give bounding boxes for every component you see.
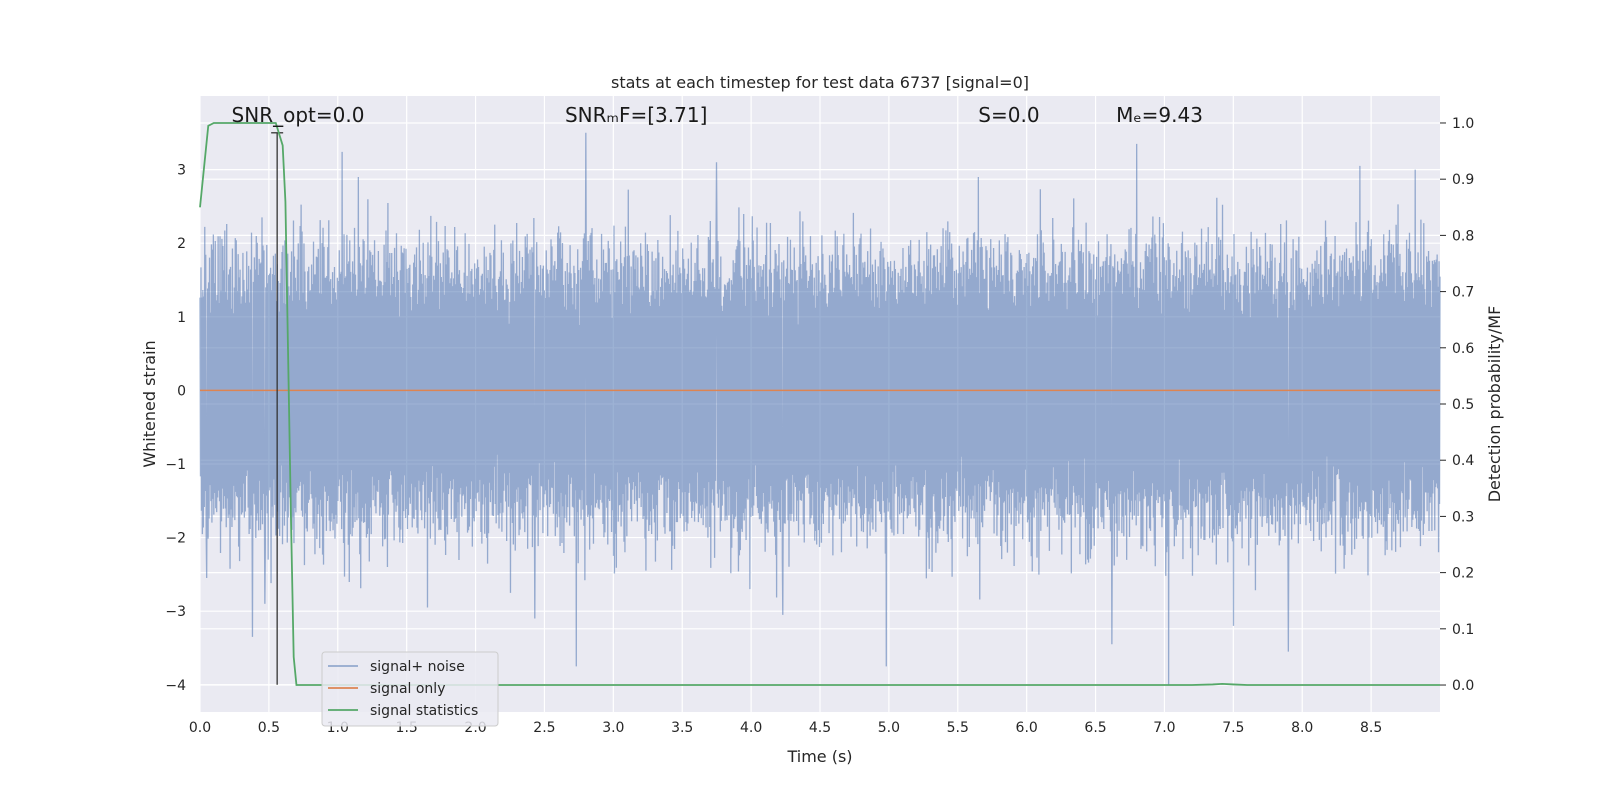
y-tick-label: 1: [177, 310, 186, 326]
x-tick-label: 8.5: [1360, 720, 1382, 736]
x-tick-label: 6.5: [1084, 720, 1106, 736]
annotation-layer: SNR_opt=0.0 SNRₘF=[3.71] S=0.0 Mₑ=9.43: [232, 103, 1203, 127]
y-tick-label: −4: [165, 678, 186, 694]
x-tick-label: 2.5: [533, 720, 555, 736]
x-tick-label: 0.5: [258, 720, 280, 736]
noise-series-layer: [199, 132, 1441, 685]
x-tick-label: 6.0: [1016, 720, 1038, 736]
lines-layer: [199, 122, 1440, 686]
y-tick-label: 3: [177, 163, 186, 179]
y-tick-label: −1: [165, 457, 186, 473]
y2-tick-label: 0.0: [1452, 678, 1474, 694]
y-tick-label: 2: [177, 236, 186, 252]
y-tick-label: 0: [177, 383, 186, 399]
y2-tick-label: 0.1: [1452, 622, 1474, 638]
y2-tick-label: 0.9: [1452, 172, 1474, 188]
x-tick-label: 4.5: [809, 720, 831, 736]
annotation-text: Mₑ=9.43: [1116, 103, 1203, 127]
x-tick-label: 8.0: [1291, 720, 1313, 736]
legend-label: signal only: [370, 681, 445, 697]
y2-axis-label: Detection probability/MF: [1485, 306, 1504, 503]
x-tick-label: 3.0: [602, 720, 624, 736]
y-axis-label: Whitened strain: [140, 340, 159, 467]
series-signal-statistics: [199, 122, 1440, 686]
y2-tick-label: 1.0: [1452, 116, 1474, 132]
x-tick-label: 7.0: [1153, 720, 1175, 736]
legend-label: signal+ noise: [370, 659, 465, 675]
y2-tick-label: 0.7: [1452, 285, 1474, 301]
y2-tick-label: 0.6: [1452, 341, 1474, 357]
x-axis-label: Time (s): [786, 747, 852, 766]
y2-tick-label: 0.8: [1452, 228, 1474, 244]
legend-box: [321, 651, 499, 727]
x-tick-label: 5.5: [947, 720, 969, 736]
x-tick-label: 3.5: [671, 720, 693, 736]
y-tick-label: −3: [165, 604, 186, 620]
series-signal-noise: [199, 132, 1441, 685]
annotation-text: SNR_opt=0.0: [232, 103, 365, 127]
chart-title: stats at each timestep for test data 673…: [611, 73, 1029, 92]
y-tick-label: −2: [165, 531, 186, 547]
y2-tick-label: 0.2: [1452, 566, 1474, 582]
annotation-text: S=0.0: [978, 103, 1039, 127]
x-tick-label: 7.5: [1222, 720, 1244, 736]
y2-tick-label: 0.5: [1452, 397, 1474, 413]
annotation-text: SNRₘF=[3.71]: [565, 103, 707, 127]
legend-label: signal statistics: [370, 703, 478, 719]
x-tick-label: 5.0: [878, 720, 900, 736]
x-tick-label: 0.0: [189, 720, 211, 736]
y2-tick-label: 0.4: [1452, 453, 1474, 469]
y2-tick-label: 0.3: [1452, 509, 1474, 525]
legend-layer: signal+ noise signal only signal statistic…: [321, 651, 499, 727]
x-tick-label: 4.0: [740, 720, 762, 736]
